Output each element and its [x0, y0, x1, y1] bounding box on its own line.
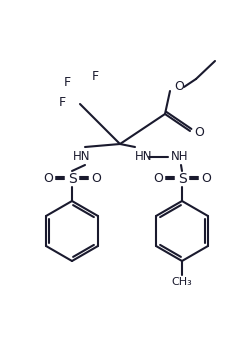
Text: CH₃: CH₃ — [172, 277, 192, 287]
Text: NH: NH — [171, 151, 188, 163]
Text: F: F — [59, 96, 65, 108]
Text: HN: HN — [135, 151, 152, 163]
Text: HN: HN — [73, 151, 91, 163]
Text: O: O — [153, 173, 163, 185]
Text: O: O — [201, 173, 211, 185]
Text: O: O — [91, 173, 101, 185]
Text: O: O — [43, 173, 53, 185]
Text: O: O — [174, 80, 184, 94]
Text: O: O — [194, 126, 204, 140]
Text: S: S — [68, 172, 76, 186]
Text: S: S — [178, 172, 186, 186]
Text: F: F — [91, 69, 99, 82]
Text: F: F — [63, 76, 71, 88]
